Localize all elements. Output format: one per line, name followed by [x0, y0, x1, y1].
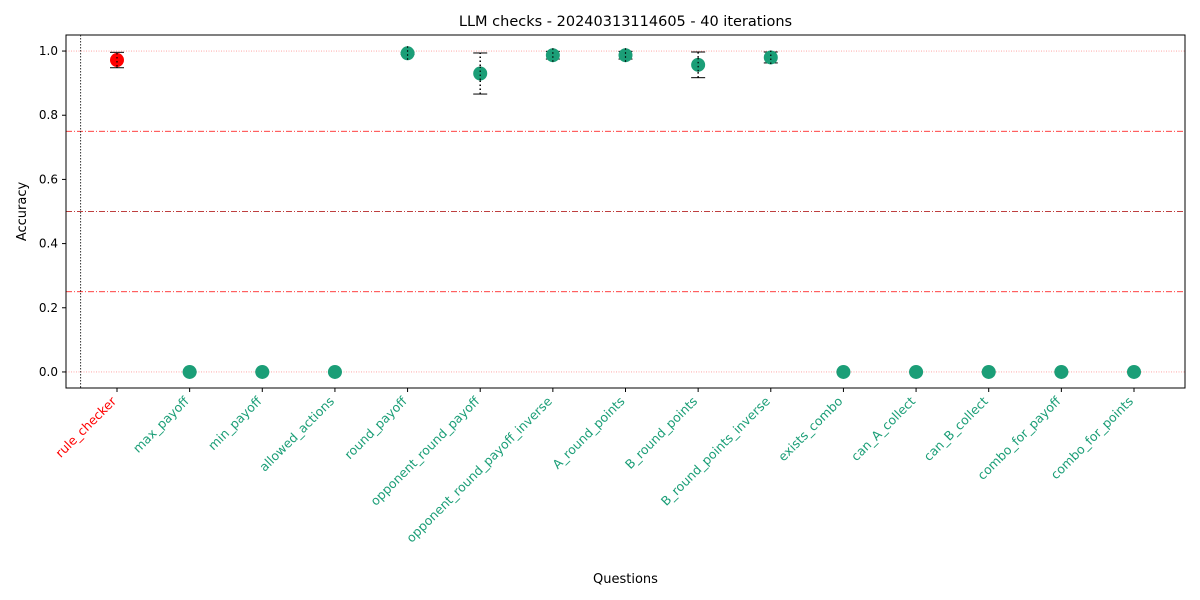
x-tick-label: round_payoff	[341, 393, 410, 462]
y-tick-label: 0.8	[39, 108, 58, 122]
data-point	[981, 364, 996, 379]
x-tick-label: max_payoff	[130, 393, 192, 455]
x-tick-label: min_payoff	[205, 393, 265, 453]
data-point	[1054, 364, 1069, 379]
x-tick-label: opponent_round_payoff_inverse	[403, 393, 555, 545]
x-tick-label: allowed_actions	[256, 394, 337, 475]
reference-lines	[66, 50, 1185, 373]
data-point	[763, 50, 778, 65]
x-axis-ticks: rule_checker max_payoff min_payoffallowed_…	[52, 388, 1136, 545]
data-point	[110, 53, 124, 68]
data-point	[1127, 364, 1141, 379]
y-tick-label: 0.0	[39, 365, 58, 379]
x-tick-label: A_round_points	[549, 394, 627, 472]
x-tick-label: B_round_points	[622, 394, 700, 472]
y-tick-label: 0.4	[39, 237, 58, 251]
data-point	[836, 364, 851, 379]
data-point	[473, 66, 488, 81]
data-points	[110, 46, 1141, 379]
data-point	[691, 57, 706, 72]
data-point	[909, 364, 924, 379]
x-tick-label: exists_combo	[775, 394, 846, 465]
data-point	[182, 364, 197, 379]
data-point	[327, 364, 342, 379]
y-tick-label: 0.2	[39, 301, 58, 315]
y-axis-label: Accuracy	[15, 182, 30, 242]
y-tick-label: 0.6	[39, 172, 58, 186]
data-point	[618, 48, 633, 63]
x-tick-label: can_B_collect	[921, 393, 991, 463]
chart-title: LLM checks - 20240313114605 - 40 iterati…	[459, 14, 792, 30]
y-tick-label: 1.0	[39, 44, 58, 58]
data-point	[255, 364, 270, 379]
data-point	[400, 46, 415, 61]
x-tick-label: can_A_collect	[848, 393, 918, 463]
x-axis-label: Questions	[593, 572, 658, 587]
x-tick-label: rule_checker	[52, 393, 119, 460]
data-point	[545, 48, 560, 63]
y-axis-ticks: 0.0 0.2 0.4 0.6 0.8 1.0	[39, 44, 66, 379]
